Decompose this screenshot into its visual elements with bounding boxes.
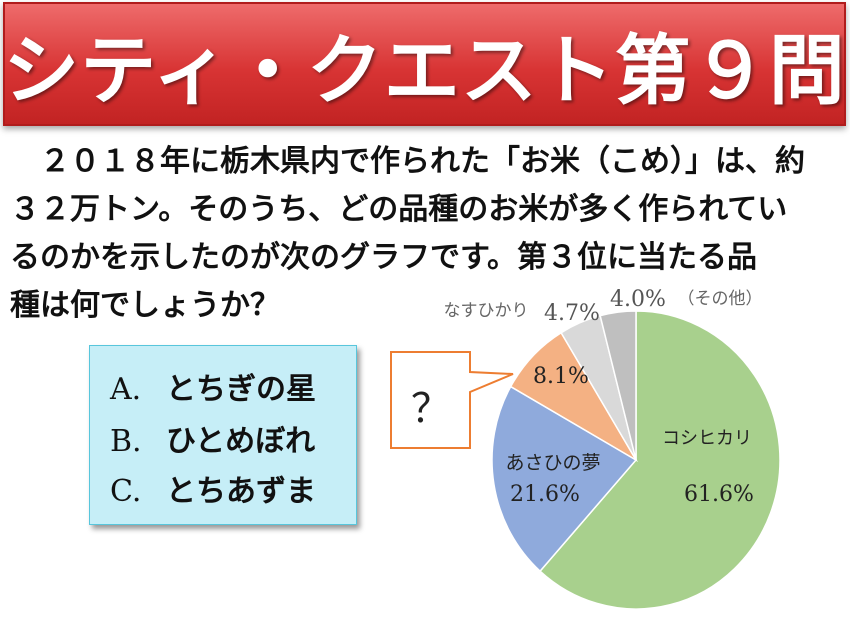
value-nasuhikari: 4.7% [544,301,600,326]
question-line-2: ３２万トン。そのうち、どの品種のお米が多く作られてい [10,192,788,227]
label-koshihikari: コシヒカリ [662,428,752,449]
page-title: シティ・クエスト第９問 [3,26,846,115]
choice-b-letter: B. [110,424,142,459]
choice-b[interactable]: B. ひとめぼれ [110,416,315,460]
value-koshihikari: 61.6% [684,482,754,507]
choice-b-text: ひとめぼれ [166,424,316,459]
pie-slices [491,310,781,610]
callout-bubble [390,351,514,449]
choice-c-text: とちあずま [166,474,316,509]
title-banner: シティ・クエスト第９問 [3,2,846,126]
question-line-1: ２０１８年に栃木県内で作られた「お米（こめ）」は、約 [40,144,805,179]
choice-a-letter: A. [110,372,142,407]
choice-a[interactable]: A. とちぎの星 [110,364,316,408]
question-text: ２０１８年に栃木県内で作られた「お米（こめ）」は、約 ３２万トン。そのうち、どの… [10,138,840,330]
callout-text: ？ [411,386,451,432]
question-line-4: 種は何でしょうか？ [10,288,280,323]
label-asahinoyume: あさひの夢 [505,452,600,474]
choice-c[interactable]: C. とちあずま [110,466,316,510]
value-asahinoyume: 21.6% [510,482,580,507]
pie-slice-koshihikari [539,310,781,610]
label-nasuhikari: なすひかり [444,301,529,321]
choice-a-text: とちぎの星 [166,372,316,407]
pie-slice-asahinoyume [491,385,638,573]
question-line-3: るのかを示したのが次のグラフです。第３位に当たる品 [10,240,757,275]
choices-box: A. とちぎの星 B. ひとめぼれ C. とちあずま [89,345,357,525]
pie-slice-other [599,310,637,461]
choice-c-letter: C. [110,474,142,509]
value-other: 4.0% [610,287,666,312]
label-other: （その他） [678,289,763,309]
value-third: 8.1% [533,364,589,389]
